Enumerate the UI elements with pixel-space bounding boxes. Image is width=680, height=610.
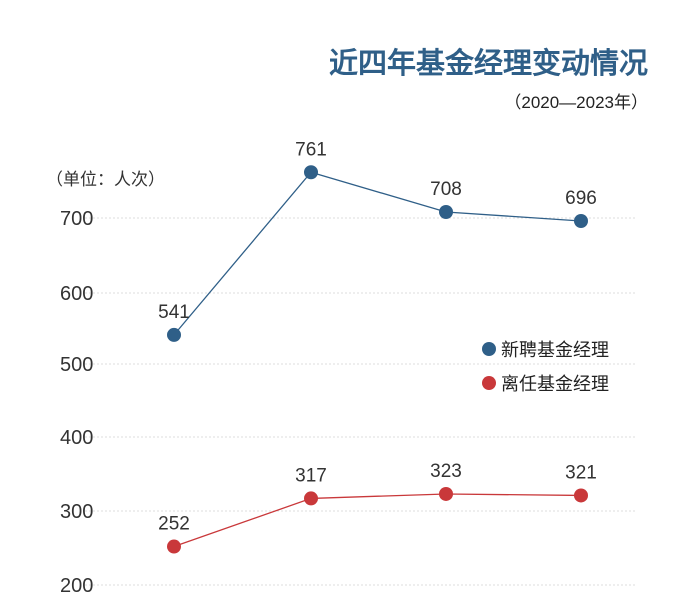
chart-subtitle: （2020—2023年）: [504, 93, 648, 112]
series-2: 252 317 323 321: [158, 461, 597, 554]
legend-marker: [482, 342, 496, 356]
legend-label: 新聘基金经理: [501, 340, 609, 360]
data-point: [574, 214, 588, 228]
series-line: [173, 493, 582, 548]
data-label: 321: [565, 462, 597, 483]
data-point: [304, 165, 318, 180]
y-tick-label: 300: [60, 501, 93, 523]
legend-marker: [482, 376, 496, 390]
data-label: 317: [295, 465, 327, 486]
y-axis-ticks: 200 300 400 500 600 700: [60, 208, 93, 597]
data-point: [574, 488, 588, 503]
series-group: 541 761 708 696 252 317 323 321: [158, 139, 597, 554]
chart-title: 近四年基金经理变动情况: [329, 46, 648, 80]
data-point: [304, 491, 318, 506]
data-point: [167, 327, 181, 342]
y-tick-label: 200: [60, 575, 93, 597]
data-label: 252: [158, 514, 190, 535]
y-tick-label: 700: [60, 208, 93, 230]
data-label: 696: [565, 188, 597, 209]
data-point: [439, 205, 453, 219]
data-label: 323: [430, 461, 462, 482]
data-label: 761: [295, 139, 327, 160]
y-tick-label: 400: [60, 427, 93, 449]
y-tick-label: 500: [60, 354, 93, 376]
data-point: [167, 539, 181, 554]
data-point: [439, 486, 453, 501]
unit-label: （单位：人次）: [46, 170, 165, 189]
legend-label: 离任基金经理: [501, 374, 609, 394]
data-label: 708: [430, 179, 462, 200]
y-tick-label: 600: [60, 283, 93, 305]
series-line: [173, 171, 582, 336]
series-1: 541 761 708 696: [158, 139, 597, 342]
data-label: 541: [158, 302, 190, 323]
